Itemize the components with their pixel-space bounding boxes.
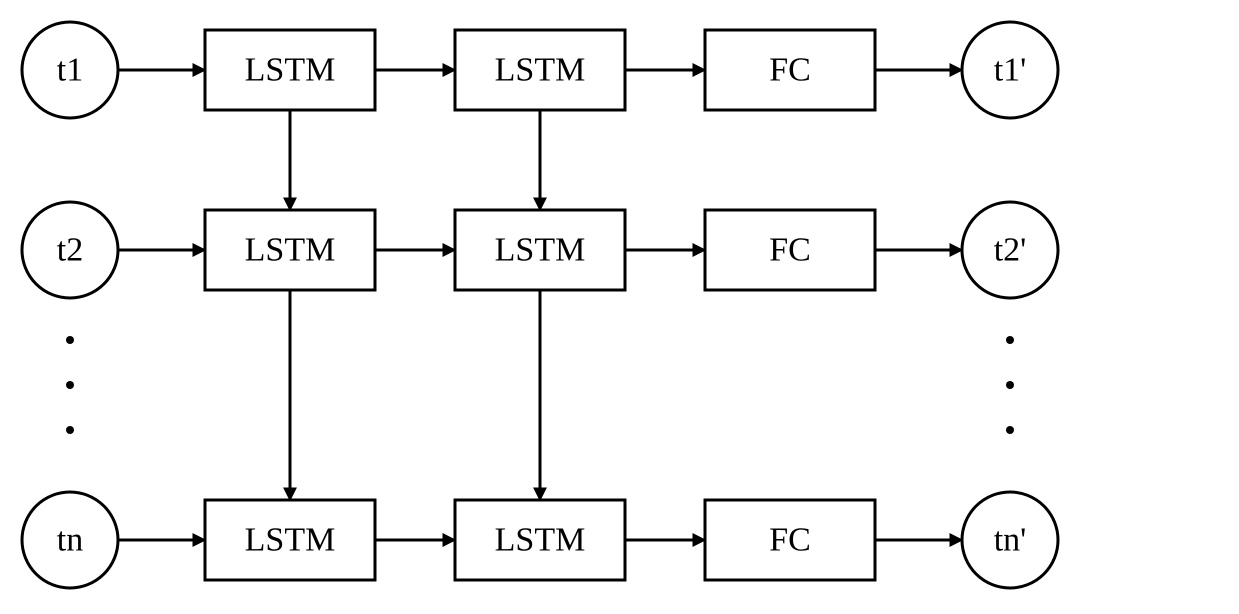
lstm1-block-1-label: LSTM [245, 232, 336, 269]
lstm2-block-1-label: LSTM [495, 232, 586, 269]
input-node-0: t1 [22, 22, 118, 118]
ellipsis-dot [1006, 381, 1014, 389]
fc-block-2: FC [705, 500, 875, 580]
lstm1-block-2: LSTM [205, 500, 375, 580]
ellipsis-dot [1006, 426, 1014, 434]
ellipsis-dot [1006, 336, 1014, 344]
input-node-2-label: tn [57, 522, 83, 559]
output-node-2: tn' [962, 492, 1058, 588]
output-node-0-label: t1' [994, 52, 1027, 89]
lstm2-block-0: LSTM [455, 30, 625, 110]
lstm1-block-1: LSTM [205, 210, 375, 290]
fc-block-0: FC [705, 30, 875, 110]
lstm1-block-0: LSTM [205, 30, 375, 110]
fc-block-1-label: FC [769, 232, 811, 269]
fc-block-1: FC [705, 210, 875, 290]
input-node-1-label: t2 [57, 232, 83, 269]
input-node-2: tn [22, 492, 118, 588]
output-node-0: t1' [962, 22, 1058, 118]
fc-block-0-label: FC [769, 52, 811, 89]
lstm2-block-2-label: LSTM [495, 522, 586, 559]
lstm1-block-2-label: LSTM [245, 522, 336, 559]
lstm2-block-1: LSTM [455, 210, 625, 290]
ellipsis-dot [66, 426, 74, 434]
input-node-0-label: t1 [57, 52, 83, 89]
output-node-1-label: t2' [994, 232, 1027, 269]
input-node-1: t2 [22, 202, 118, 298]
output-node-2-label: tn' [994, 522, 1027, 559]
lstm1-block-0-label: LSTM [245, 52, 336, 89]
fc-block-2-label: FC [769, 522, 811, 559]
lstm2-block-2: LSTM [455, 500, 625, 580]
ellipsis-dot [66, 381, 74, 389]
lstm2-block-0-label: LSTM [495, 52, 586, 89]
ellipsis-dot [66, 336, 74, 344]
output-node-1: t2' [962, 202, 1058, 298]
lstm-diagram: t1 LSTM LSTM FC t1' t2 LSTM LSTM FC t2' tn LSTM LSTM… [0, 0, 1239, 614]
